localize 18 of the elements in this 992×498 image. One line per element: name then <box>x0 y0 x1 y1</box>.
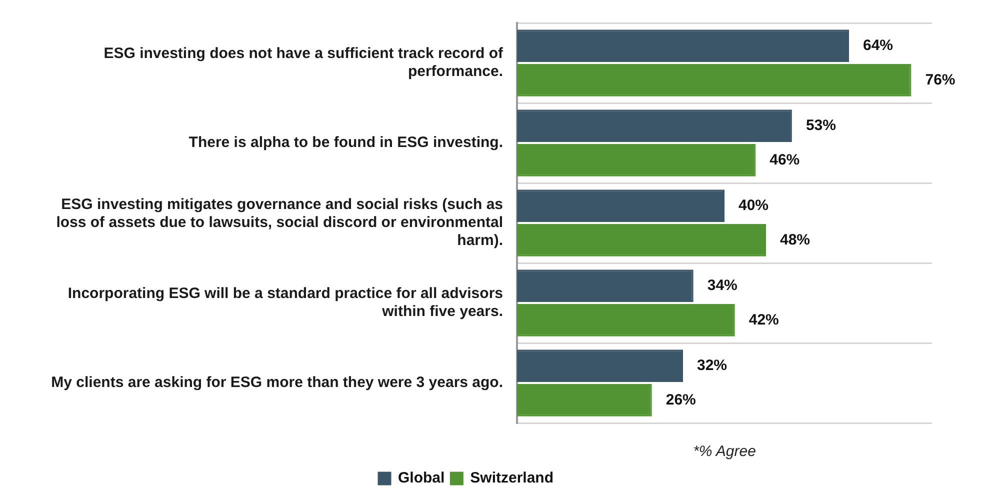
data-label: 40% <box>738 196 769 214</box>
data-label: 42% <box>748 311 779 328</box>
x-axis-title: *% Agree <box>693 443 756 460</box>
data-label: 53% <box>806 116 836 134</box>
data-label: 32% <box>697 356 728 374</box>
y-tick-label: ESG investing mitigates governance and social risks (such as loss of assets due to lawsuits, social discord or environmental harm). <box>56 196 503 250</box>
data-label: 34% <box>707 276 738 294</box>
y-tick-label: My clients are asking for ESG more than they were 3 years ago. <box>51 374 503 392</box>
data-label: 76% <box>925 71 956 88</box>
y-tick-label: There is alpha to be found in ESG investing. <box>188 134 503 152</box>
data-label: 26% <box>666 391 696 408</box>
y-tick-label: Incorporating ESG will be a standard practice for all advisors within five years. <box>68 285 503 320</box>
data-label: 48% <box>780 231 810 248</box>
y-tick-label: ESG investing does not have a sufficient track record of performance. <box>104 45 504 80</box>
legend-label: Global <box>398 470 445 487</box>
legend-label: Switzerland <box>470 470 554 487</box>
data-label: 46% <box>770 151 800 168</box>
data-label: 64% <box>863 36 894 54</box>
